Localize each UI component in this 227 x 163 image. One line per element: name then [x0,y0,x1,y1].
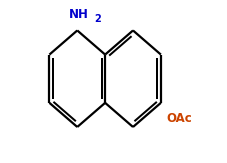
Text: NH: NH [69,8,89,21]
Text: 2: 2 [94,14,101,24]
Text: OAc: OAc [166,112,192,125]
